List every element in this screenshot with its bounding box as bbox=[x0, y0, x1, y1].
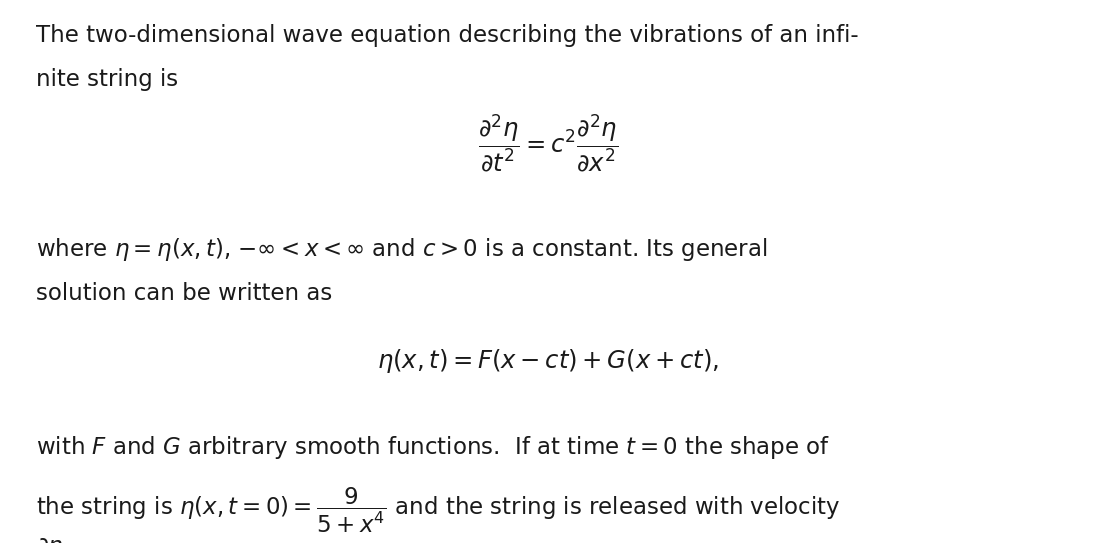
Text: $\dfrac{\partial^2 \eta}{\partial t^2} = c^2\dfrac{\partial^2 \eta}{\partial x^2: $\dfrac{\partial^2 \eta}{\partial t^2} =… bbox=[478, 113, 618, 175]
Text: The two-dimensional wave equation describing the vibrations of an infi-: The two-dimensional wave equation descri… bbox=[36, 24, 859, 47]
Text: the string is $\eta(x, t = 0) = \dfrac{9}{5+x^4}$ and the string is released wit: the string is $\eta(x, t = 0) = \dfrac{9… bbox=[36, 486, 841, 535]
Text: $\dfrac{\partial \eta}{\partial t}(x, t = 0) = 0$, determine $\eta(x, t)$ for $t: $\dfrac{\partial \eta}{\partial t}(x, t … bbox=[36, 536, 514, 543]
Text: nite string is: nite string is bbox=[36, 68, 179, 91]
Text: with $F$ and $G$ arbitrary smooth functions.  If at time $t = 0$ the shape of: with $F$ and $G$ arbitrary smooth functi… bbox=[36, 434, 831, 462]
Text: solution can be written as: solution can be written as bbox=[36, 282, 332, 305]
Text: $\eta(x, t) = F(x - ct) + G(x + ct),$: $\eta(x, t) = F(x - ct) + G(x + ct),$ bbox=[377, 347, 719, 375]
Text: where $\eta = \eta(x, t)$, $-\infty < x < \infty$ and $c > 0$ is a constant. Its: where $\eta = \eta(x, t)$, $-\infty < x … bbox=[36, 236, 767, 263]
